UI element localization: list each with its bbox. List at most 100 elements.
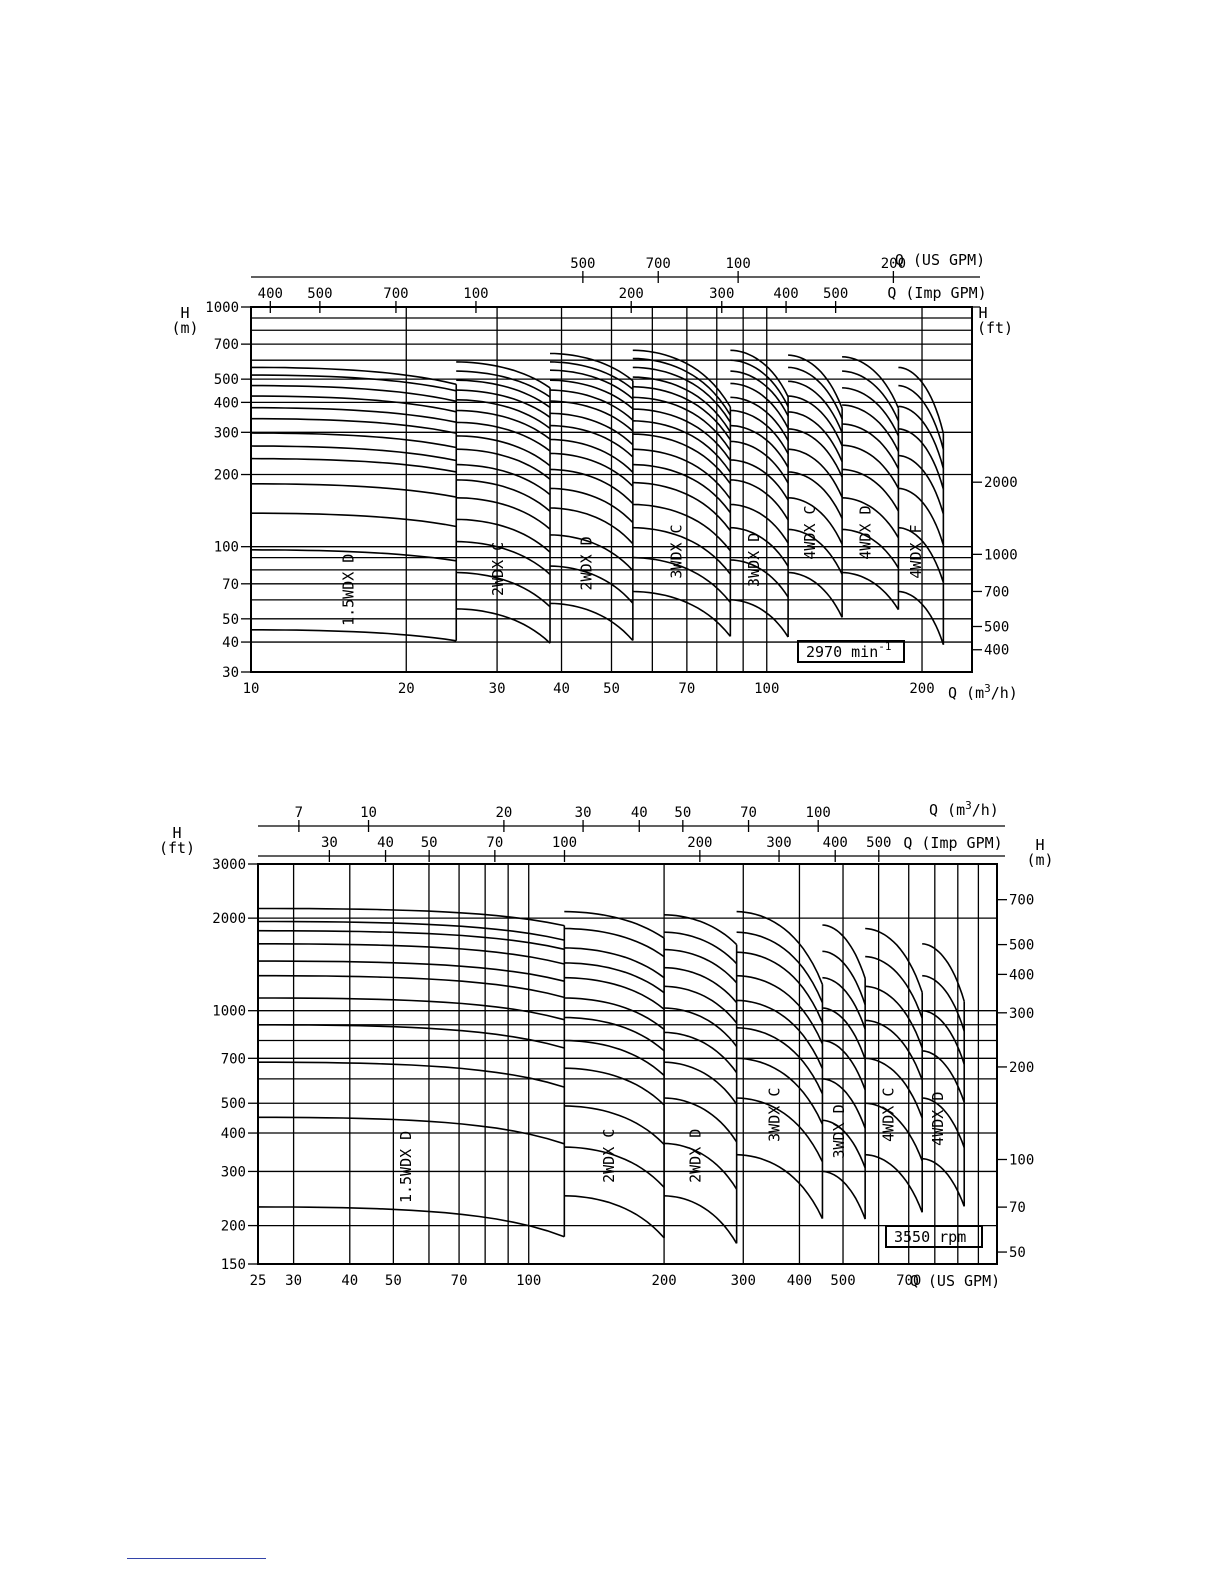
performance-curve	[251, 628, 457, 642]
performance-curve	[736, 1153, 824, 1219]
x-tick-label: 100	[754, 681, 779, 697]
performance-curve	[632, 408, 732, 461]
performance-curve	[632, 590, 732, 637]
speed-label-box	[885, 1225, 983, 1248]
y2-tick-label: 700	[984, 584, 1009, 600]
top-axis-tick-label: 400	[258, 286, 283, 302]
performance-curve	[251, 417, 457, 434]
performance-curve	[788, 497, 843, 545]
top-axis-tick-label: 40	[631, 805, 648, 821]
performance-curve	[456, 361, 551, 389]
x-tick-label: 200	[909, 681, 934, 697]
y2-axis-unit: (ft)	[977, 319, 1013, 337]
performance-curve	[842, 387, 900, 437]
performance-curve	[730, 370, 789, 417]
top-axis-tick-label: 30	[321, 835, 338, 851]
performance-curve	[250, 457, 457, 473]
performance-curve	[564, 1105, 665, 1145]
performance-curve	[730, 409, 789, 455]
performance-curve	[632, 481, 732, 532]
performance-curve	[736, 974, 824, 1045]
top-axis-tick-label: 700	[646, 256, 671, 272]
performance-curve	[822, 1170, 866, 1220]
top-axis-tick-label: 500	[570, 256, 595, 272]
y-tick-label: 500	[221, 1096, 246, 1112]
performance-curve	[865, 1102, 923, 1162]
performance-curve	[822, 1119, 866, 1169]
performance-curve	[564, 976, 665, 1010]
performance-curve	[632, 556, 732, 604]
y-tick-label: 150	[221, 1257, 246, 1273]
top-axis-tick-label: 700	[383, 286, 408, 302]
top-axis-tick-label: 200	[881, 256, 906, 272]
performance-curve	[664, 914, 738, 946]
y-tick-label: 200	[221, 1219, 246, 1235]
y2-tick-label: 100	[1009, 1152, 1034, 1168]
performance-curve	[632, 357, 732, 416]
performance-curve	[842, 404, 900, 452]
performance-curve	[257, 929, 565, 951]
performance-curve	[456, 409, 551, 440]
y2-tick-label: 700	[1009, 893, 1034, 909]
y-tick-label: 300	[221, 1164, 246, 1180]
performance-curve	[564, 962, 665, 994]
y-tick-label: 100	[214, 540, 239, 556]
performance-curve	[788, 428, 843, 478]
performance-curve	[564, 947, 665, 979]
performance-curve	[251, 482, 457, 498]
y2-tick-label: 400	[1009, 967, 1034, 983]
x-tick-label: 30	[285, 1273, 302, 1289]
performance-curve	[922, 943, 965, 1002]
performance-curve	[258, 942, 565, 965]
performance-curve	[788, 380, 843, 434]
top-axis-tick-label: 300	[709, 286, 734, 302]
performance-curve	[865, 955, 923, 1019]
x-tick-label: 40	[553, 681, 570, 697]
x-tick-label: 10	[243, 681, 260, 697]
performance-curve	[251, 395, 457, 413]
y2-tick-label: 70	[1009, 1200, 1026, 1216]
performance-curve	[549, 424, 634, 458]
y2-axis-unit: (m)	[1026, 851, 1053, 869]
y2-axis-title: H	[978, 304, 987, 322]
performance-curve	[822, 976, 866, 1030]
performance-curve	[842, 497, 900, 539]
top-axis-tick-label: 20	[495, 805, 512, 821]
y-tick-label: 2000	[212, 911, 246, 927]
x-tick-label: 500	[830, 1273, 855, 1289]
series-label: 4WDX D	[856, 505, 874, 559]
performance-curve	[664, 966, 738, 1004]
performance-curve	[664, 1195, 738, 1244]
plot-frame	[257, 863, 998, 1265]
top-axis-tick-label: 100	[725, 256, 750, 272]
performance-curve	[788, 366, 843, 420]
performance-curve	[730, 459, 789, 501]
performance-curve	[564, 1067, 665, 1106]
top-axis-tick-label: 300	[766, 835, 791, 851]
performance-curve	[922, 974, 965, 1032]
top-axis-tick-label: 200	[687, 835, 712, 851]
y-tick-label: 700	[214, 337, 239, 353]
performance-curve	[736, 931, 824, 1004]
performance-curve	[922, 1097, 965, 1148]
y-tick-label: 30	[222, 665, 239, 681]
performance-curve	[842, 528, 900, 569]
y-tick-label: 40	[222, 635, 239, 651]
performance-curve	[258, 1061, 565, 1088]
performance-curve	[730, 526, 789, 567]
performance-curve	[549, 602, 634, 642]
series-label: 3WDX D	[830, 1104, 848, 1158]
performance-curve	[922, 1009, 965, 1065]
performance-curve	[898, 526, 945, 583]
top-axis-tick-label: 500	[823, 286, 848, 302]
performance-curve	[456, 379, 551, 409]
performance-curve	[842, 423, 900, 470]
performance-curve	[258, 974, 565, 999]
performance-curve	[822, 1078, 866, 1129]
performance-curve	[456, 463, 551, 496]
top-axis-title-imp: Q (Imp GPM)	[887, 284, 986, 302]
performance-curve	[632, 463, 732, 514]
top-axis-tick-label: 70	[486, 835, 503, 851]
performance-curve	[456, 518, 551, 553]
top-axis-title-imp: Q (Imp GPM)	[903, 834, 1002, 852]
